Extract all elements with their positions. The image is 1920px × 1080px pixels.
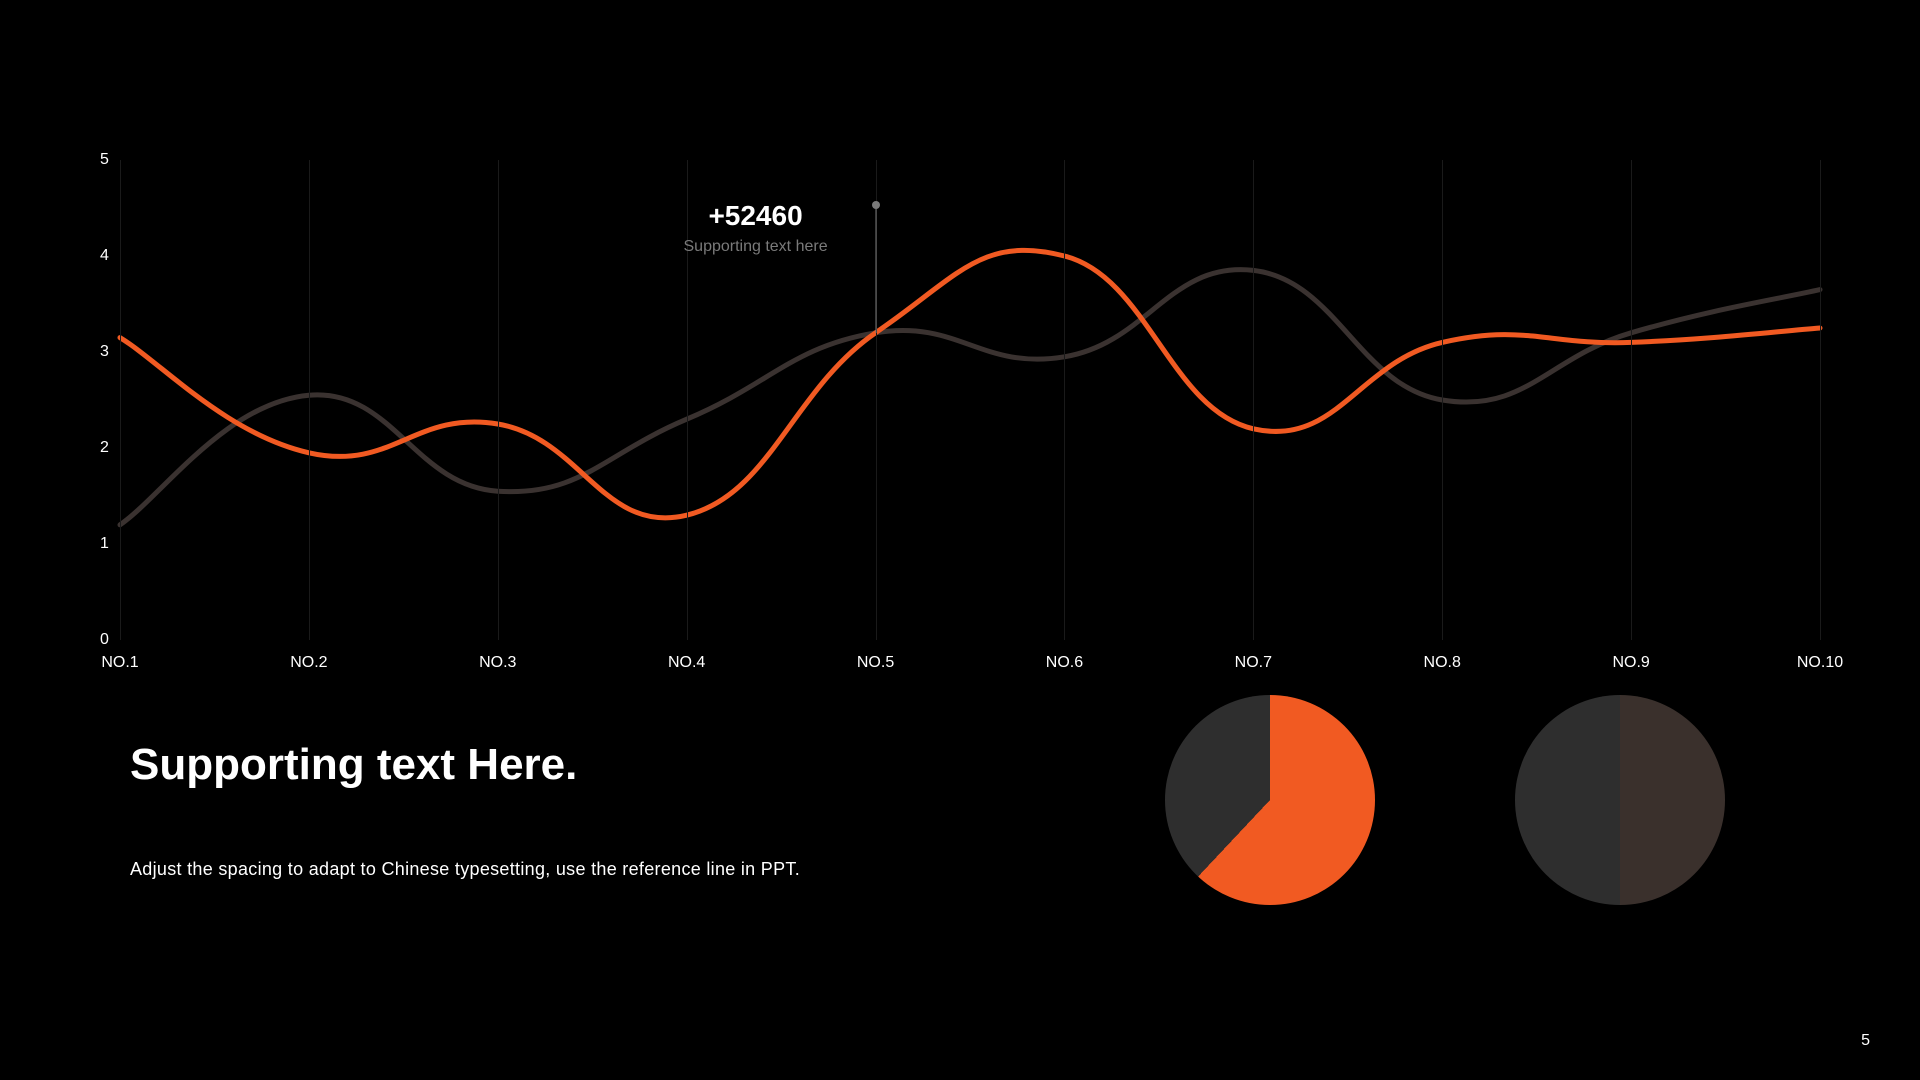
- y-axis-label: 1: [100, 535, 109, 553]
- gridline: [309, 160, 310, 640]
- gridline: [1442, 160, 1443, 640]
- gridline: [1631, 160, 1632, 640]
- x-axis-label: NO.5: [857, 654, 894, 672]
- callout-value: +52460: [684, 200, 828, 232]
- y-axis-label: 0: [100, 631, 109, 649]
- x-axis-label: NO.2: [290, 654, 327, 672]
- pie-chart-2: [1515, 695, 1725, 905]
- callout: +52460 Supporting text here: [684, 200, 828, 256]
- section-body: Adjust the spacing to adapt to Chinese t…: [130, 850, 800, 890]
- x-axis-label: NO.4: [668, 654, 705, 672]
- gridline: [120, 160, 121, 640]
- y-axis-label: 2: [100, 439, 109, 457]
- line-chart: NO.1NO.2NO.3NO.4NO.5NO.6NO.7NO.8NO.9NO.1…: [120, 160, 1820, 640]
- series-orange: [120, 250, 1820, 518]
- x-axis-label: NO.3: [479, 654, 516, 672]
- x-axis-label: NO.7: [1235, 654, 1272, 672]
- pie-chart-1: [1165, 695, 1375, 905]
- x-axis-label: NO.10: [1797, 654, 1843, 672]
- gridline: [1064, 160, 1065, 640]
- series-gray: [120, 270, 1820, 525]
- gridline: [1820, 160, 1821, 640]
- page-number: 5: [1861, 1032, 1870, 1050]
- y-axis-label: 3: [100, 343, 109, 361]
- x-axis-label: NO.1: [101, 654, 138, 672]
- callout-subtext: Supporting text here: [684, 238, 828, 256]
- x-axis-label: NO.6: [1046, 654, 1083, 672]
- gridline: [498, 160, 499, 640]
- x-axis-label: NO.9: [1612, 654, 1649, 672]
- gridline: [1253, 160, 1254, 640]
- y-axis-label: 4: [100, 247, 109, 265]
- x-axis-label: NO.8: [1424, 654, 1461, 672]
- callout-line: [875, 205, 876, 333]
- y-axis-label: 5: [100, 151, 109, 169]
- section-title: Supporting text Here.: [130, 740, 577, 790]
